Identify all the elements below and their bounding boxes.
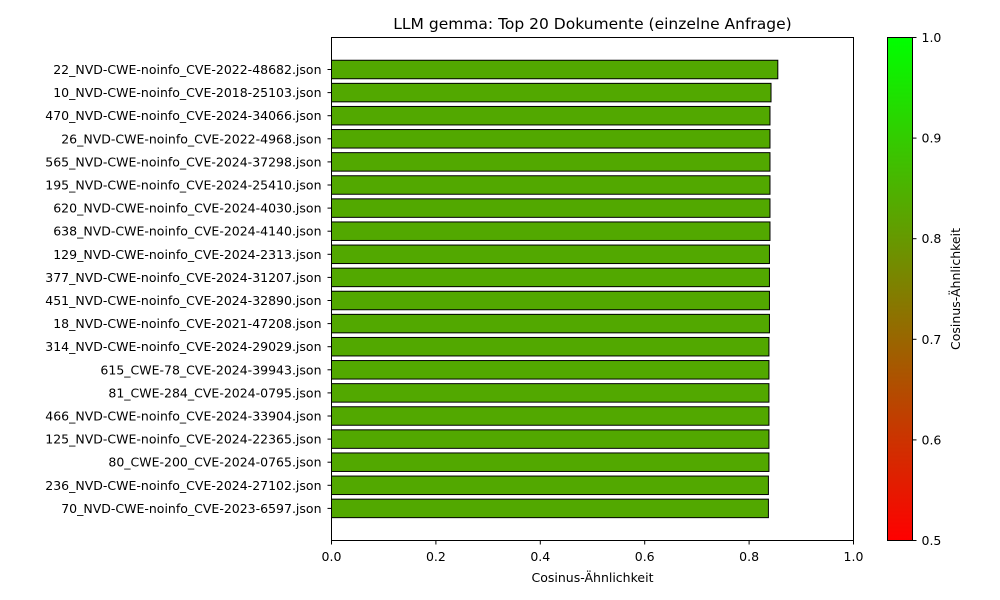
bar	[331, 221, 771, 241]
bar	[331, 175, 771, 195]
y-tick-labels: 22_NVD-CWE-noinfo_CVE-2022-48682.json 10_…	[45, 62, 332, 516]
bar	[331, 452, 770, 472]
y-tick-label: 18_NVD-CWE-noinfo_CVE-2021-47208.json	[53, 316, 321, 331]
bar	[331, 198, 771, 218]
y-tick-label: 125_NVD-CWE-noinfo_CVE-2024-22365.json	[45, 432, 321, 447]
x-axis-ticks: 0.0 0.2 0.4 0.6 0.8 1.0	[322, 540, 864, 564]
x-tick-label: 1.0	[844, 549, 864, 564]
y-tick-label: 470_NVD-CWE-noinfo_CVE-2024-34066.json	[45, 108, 321, 123]
bar	[331, 475, 769, 496]
bar	[331, 336, 770, 357]
bar	[331, 383, 770, 403]
colorbar-label: Cosinus-Ähnlichkeit	[948, 228, 963, 350]
bar	[331, 313, 770, 334]
y-tick-label: 451_NVD-CWE-noinfo_CVE-2024-32890.json	[45, 293, 321, 308]
y-tick-label: 377_NVD-CWE-noinfo_CVE-2024-31207.json	[45, 270, 321, 285]
y-tick-label: 26_NVD-CWE-noinfo_CVE-2022-4968.json	[61, 131, 321, 146]
bar	[331, 267, 770, 288]
y-tick-label: 565_NVD-CWE-noinfo_CVE-2024-37298.json	[45, 154, 321, 169]
y-tick-label: 129_NVD-CWE-noinfo_CVE-2024-2313.json	[53, 247, 321, 262]
x-tick-label: 0.0	[322, 549, 342, 564]
y-tick-label: 22_NVD-CWE-noinfo_CVE-2022-48682.json	[53, 62, 321, 77]
x-axis-label: Cosinus-Ähnlichkeit	[532, 570, 654, 585]
bar	[331, 59, 779, 80]
colorbar	[887, 37, 913, 541]
x-tick-label: 0.8	[739, 549, 759, 564]
y-tick-label: 615_CWE-78_CVE-2024-39943.json	[100, 362, 321, 377]
colorbar-tick-label: 0.6	[922, 432, 942, 447]
y-tick-label: 80_CWE-200_CVE-2024-0765.json	[108, 455, 321, 470]
colorbar-ticks: 0.5 0.6 0.7 0.8 0.9 1.0	[912, 30, 942, 548]
y-tick-label: 10_NVD-CWE-noinfo_CVE-2018-25103.json	[53, 85, 321, 100]
colorbar-tick-label: 0.8	[922, 231, 942, 246]
bar	[331, 360, 770, 380]
y-tick-label: 70_NVD-CWE-noinfo_CVE-2023-6597.json	[61, 501, 321, 516]
x-tick-label: 0.6	[635, 549, 655, 564]
bar	[331, 429, 770, 449]
y-tick-label: 195_NVD-CWE-noinfo_CVE-2024-25410.json	[45, 178, 321, 193]
bar	[331, 244, 770, 265]
x-tick-label: 0.4	[530, 549, 550, 564]
y-tick-label: 638_NVD-CWE-noinfo_CVE-2024-4140.json	[53, 224, 321, 239]
colorbar-tick-label: 0.7	[922, 332, 942, 347]
bar	[331, 406, 770, 426]
chart-title: LLM gemma: Top 20 Dokumente (einzelne An…	[393, 15, 791, 33]
bar	[331, 290, 770, 311]
x-tick-label: 0.2	[426, 549, 446, 564]
colorbar-tick-label: 0.9	[922, 131, 942, 146]
bar	[331, 152, 771, 172]
plot-frame	[331, 37, 854, 541]
colorbar-tick-label: 0.5	[922, 533, 942, 548]
bar-group	[331, 59, 779, 519]
y-tick-label: 236_NVD-CWE-noinfo_CVE-2024-27102.json	[45, 478, 321, 493]
bar	[331, 82, 772, 103]
y-tick-label: 314_NVD-CWE-noinfo_CVE-2024-29029.json	[45, 339, 321, 354]
y-tick-label: 466_NVD-CWE-noinfo_CVE-2024-33904.json	[45, 409, 321, 424]
bar	[331, 498, 769, 519]
y-tick-label: 620_NVD-CWE-noinfo_CVE-2024-4030.json	[53, 201, 321, 216]
colorbar-tick-label: 1.0	[922, 30, 942, 45]
bar	[331, 129, 771, 149]
y-tick-label: 81_CWE-284_CVE-2024-0795.json	[108, 385, 321, 400]
bar	[331, 105, 771, 126]
